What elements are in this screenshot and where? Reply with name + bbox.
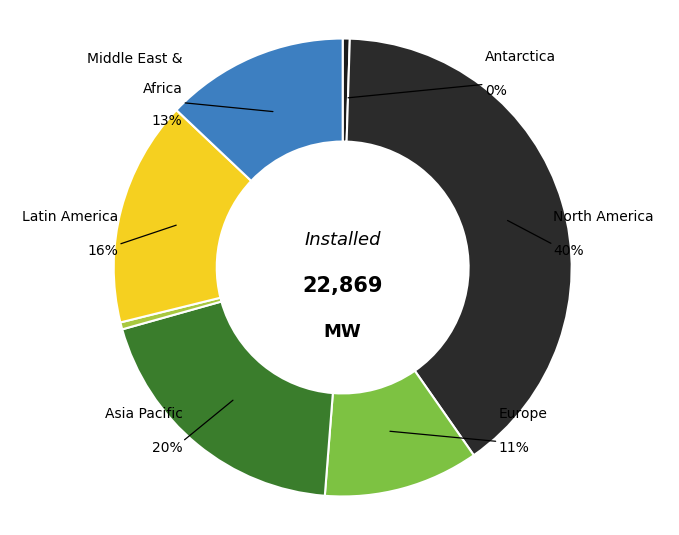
Text: 22,869: 22,869 xyxy=(302,276,383,296)
Wedge shape xyxy=(325,371,474,496)
Wedge shape xyxy=(120,297,221,330)
Text: Europe: Europe xyxy=(498,407,547,421)
Text: Asia Pacific: Asia Pacific xyxy=(105,407,183,421)
Wedge shape xyxy=(177,39,343,181)
Text: 16%: 16% xyxy=(88,244,118,258)
Text: 20%: 20% xyxy=(152,441,183,455)
Text: Middle East &: Middle East & xyxy=(87,52,183,66)
Text: Antarctica: Antarctica xyxy=(485,50,556,64)
Text: 11%: 11% xyxy=(498,441,529,455)
Text: 13%: 13% xyxy=(151,114,183,128)
Text: Latin America: Latin America xyxy=(22,210,118,224)
Text: North America: North America xyxy=(553,210,654,224)
Text: 40%: 40% xyxy=(553,244,584,258)
Wedge shape xyxy=(346,39,572,455)
Text: MW: MW xyxy=(324,323,361,341)
Wedge shape xyxy=(122,302,333,496)
Wedge shape xyxy=(343,39,350,142)
Wedge shape xyxy=(113,110,251,323)
Text: 0%: 0% xyxy=(485,84,507,98)
Text: Installed: Installed xyxy=(304,231,381,249)
Text: Africa: Africa xyxy=(143,82,183,96)
